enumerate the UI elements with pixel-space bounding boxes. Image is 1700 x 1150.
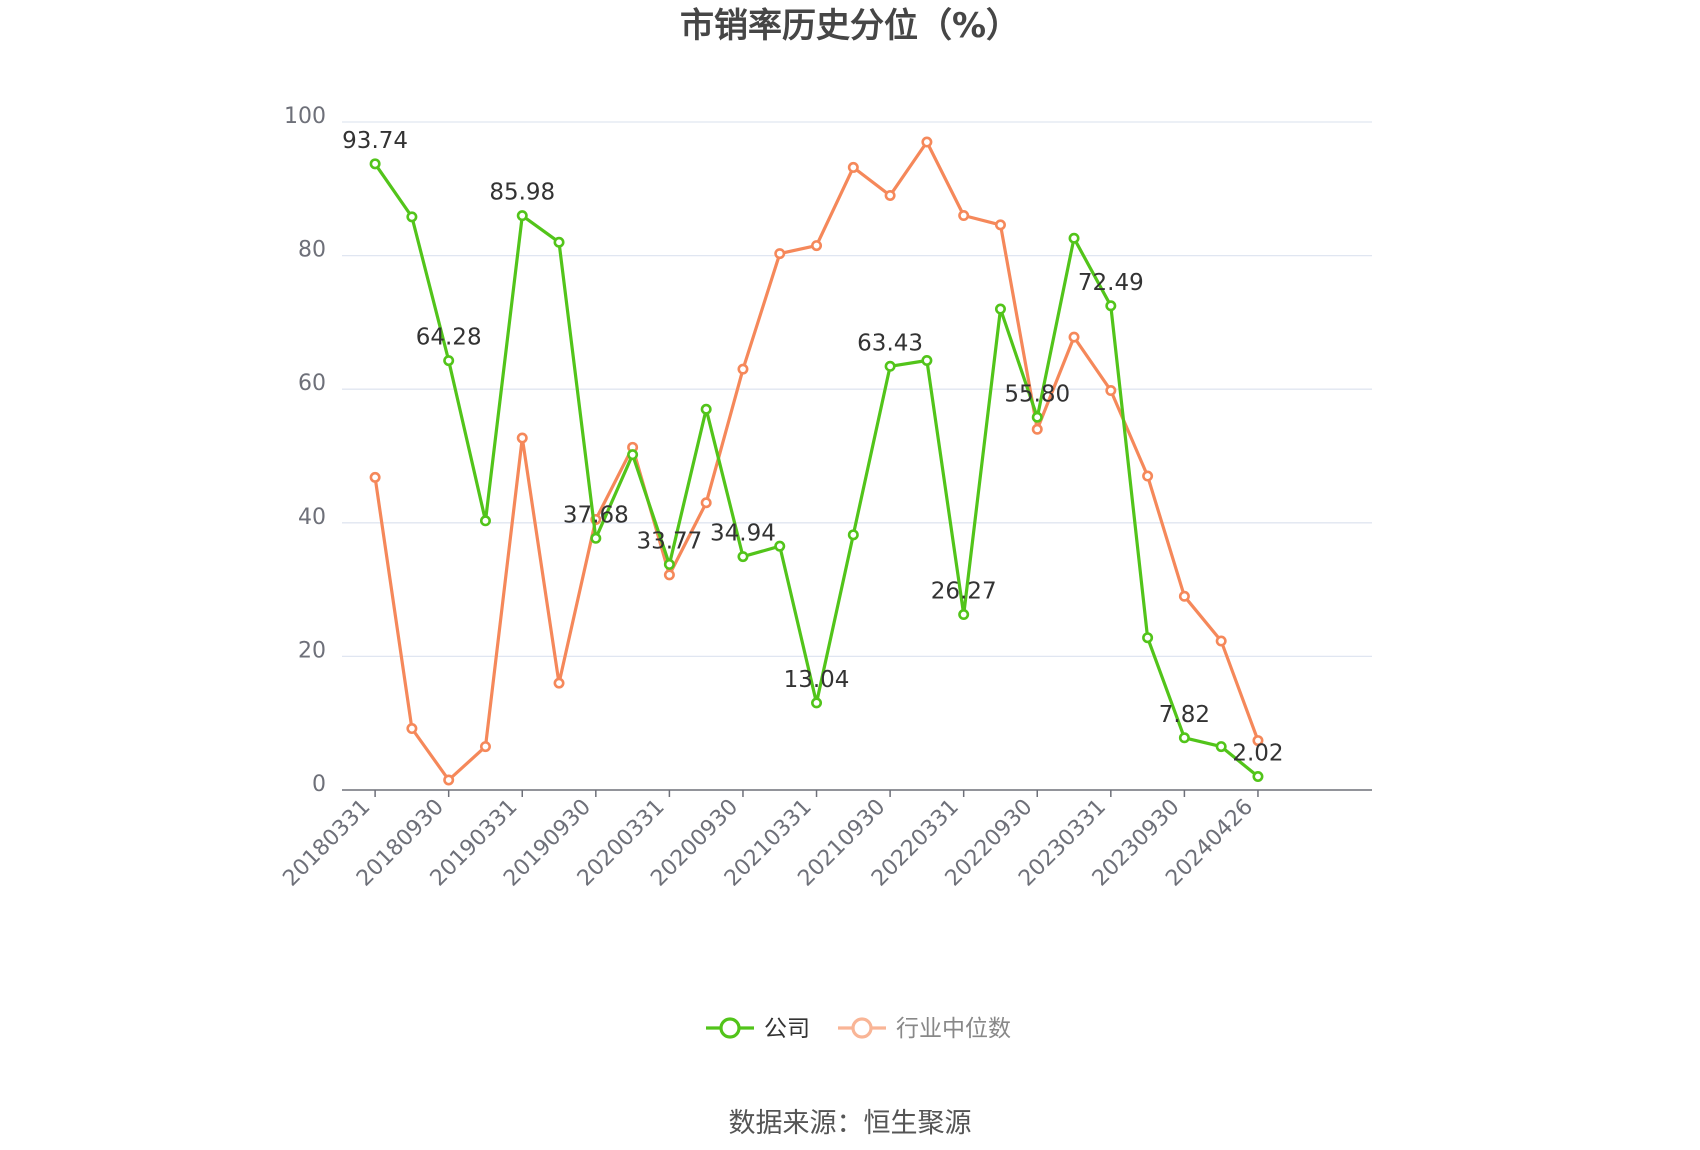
y-tick-label: 0 [312,772,326,797]
data-point-company [406,211,418,223]
data-point-company [700,403,712,415]
legend-label: 行业中位数 [896,1016,1011,1042]
data-point-company [1142,632,1154,644]
data-point-industry-median [921,136,933,148]
data-point-company [847,529,859,541]
data-source: 数据来源：恒生聚源 [729,1108,972,1139]
data-point-company [627,449,639,461]
data-point-company [553,236,565,248]
y-tick-label: 80 [298,238,326,263]
data-point-company [1215,741,1227,753]
data-label: 2.02 [1232,741,1283,767]
data-label: 26.27 [931,579,997,605]
legend-label: 公司 [764,1016,810,1042]
data-point-company [516,210,528,222]
data-point-industry-median [1178,590,1190,602]
data-point-company [994,303,1006,315]
data-label: 34.94 [710,521,776,547]
data-point-company [737,551,749,563]
y-tick-label: 40 [298,505,326,530]
data-point-company [774,540,786,552]
legend-marker-icon [719,1017,741,1039]
data-point-company [479,515,491,527]
data-point-industry-median [1252,735,1264,747]
legend-marker-icon [851,1017,873,1039]
data-point-company [958,609,970,621]
data-point-company [921,354,933,366]
data-point-industry-median [1031,423,1043,435]
data-point-industry-median [1142,470,1154,482]
data-point-industry-median [700,497,712,509]
data-point-industry-median [516,432,528,444]
data-point-industry-median [406,723,418,735]
data-point-company [811,697,823,709]
y-tick-label: 60 [298,371,326,396]
data-point-company [443,355,455,367]
data-point-company [884,360,896,372]
data-label: 63.43 [857,330,923,356]
label-layer: 93.74 64.28 85.98 37.68 33.77 34.94 13.04 63.43… [342,128,1283,767]
legend-item-company[interactable]: 公司 [706,1016,810,1042]
data-point-industry-median [443,774,455,786]
data-point-company [663,558,675,570]
data-point-company [1105,300,1117,312]
data-label: 72.49 [1078,270,1144,296]
chart-title: 市销率历史分位（%） [680,6,1020,46]
data-label: 37.68 [563,502,629,528]
data-label: 93.74 [342,128,408,154]
data-point-company [1252,771,1264,783]
data-label: 55.80 [1004,381,1070,407]
y-tick-label: 100 [284,104,326,129]
data-point-company [590,532,602,544]
y-tick-label: 20 [298,638,326,663]
data-point-industry-median [1068,331,1080,343]
data-point-industry-median [884,189,896,201]
data-point-industry-median [737,363,749,375]
data-point-industry-median [1215,635,1227,647]
data-point-industry-median [958,210,970,222]
data-point-company [1031,411,1043,423]
data-label: 33.77 [636,528,702,554]
data-label: 13.04 [784,667,850,693]
data-point-industry-median [553,677,565,689]
series-layer [369,136,1264,786]
data-point-industry-median [847,161,859,173]
data-label: 85.98 [489,180,555,206]
data-point-industry-median [994,219,1006,231]
data-point-industry-median [369,471,381,483]
data-point-industry-median [774,248,786,260]
legend-item-industry-median[interactable]: 行业中位数 [838,1016,1011,1042]
data-point-company [1178,732,1190,744]
data-point-industry-median [479,741,491,753]
data-point-industry-median [1105,385,1117,397]
data-point-industry-median [811,240,823,252]
data-point-industry-median [663,569,675,581]
data-label: 7.82 [1159,702,1210,728]
data-point-company [1068,232,1080,244]
data-point-company [369,158,381,170]
legend[interactable]: 公司 行业中位数 [706,1016,1011,1042]
data-label: 64.28 [416,325,482,351]
